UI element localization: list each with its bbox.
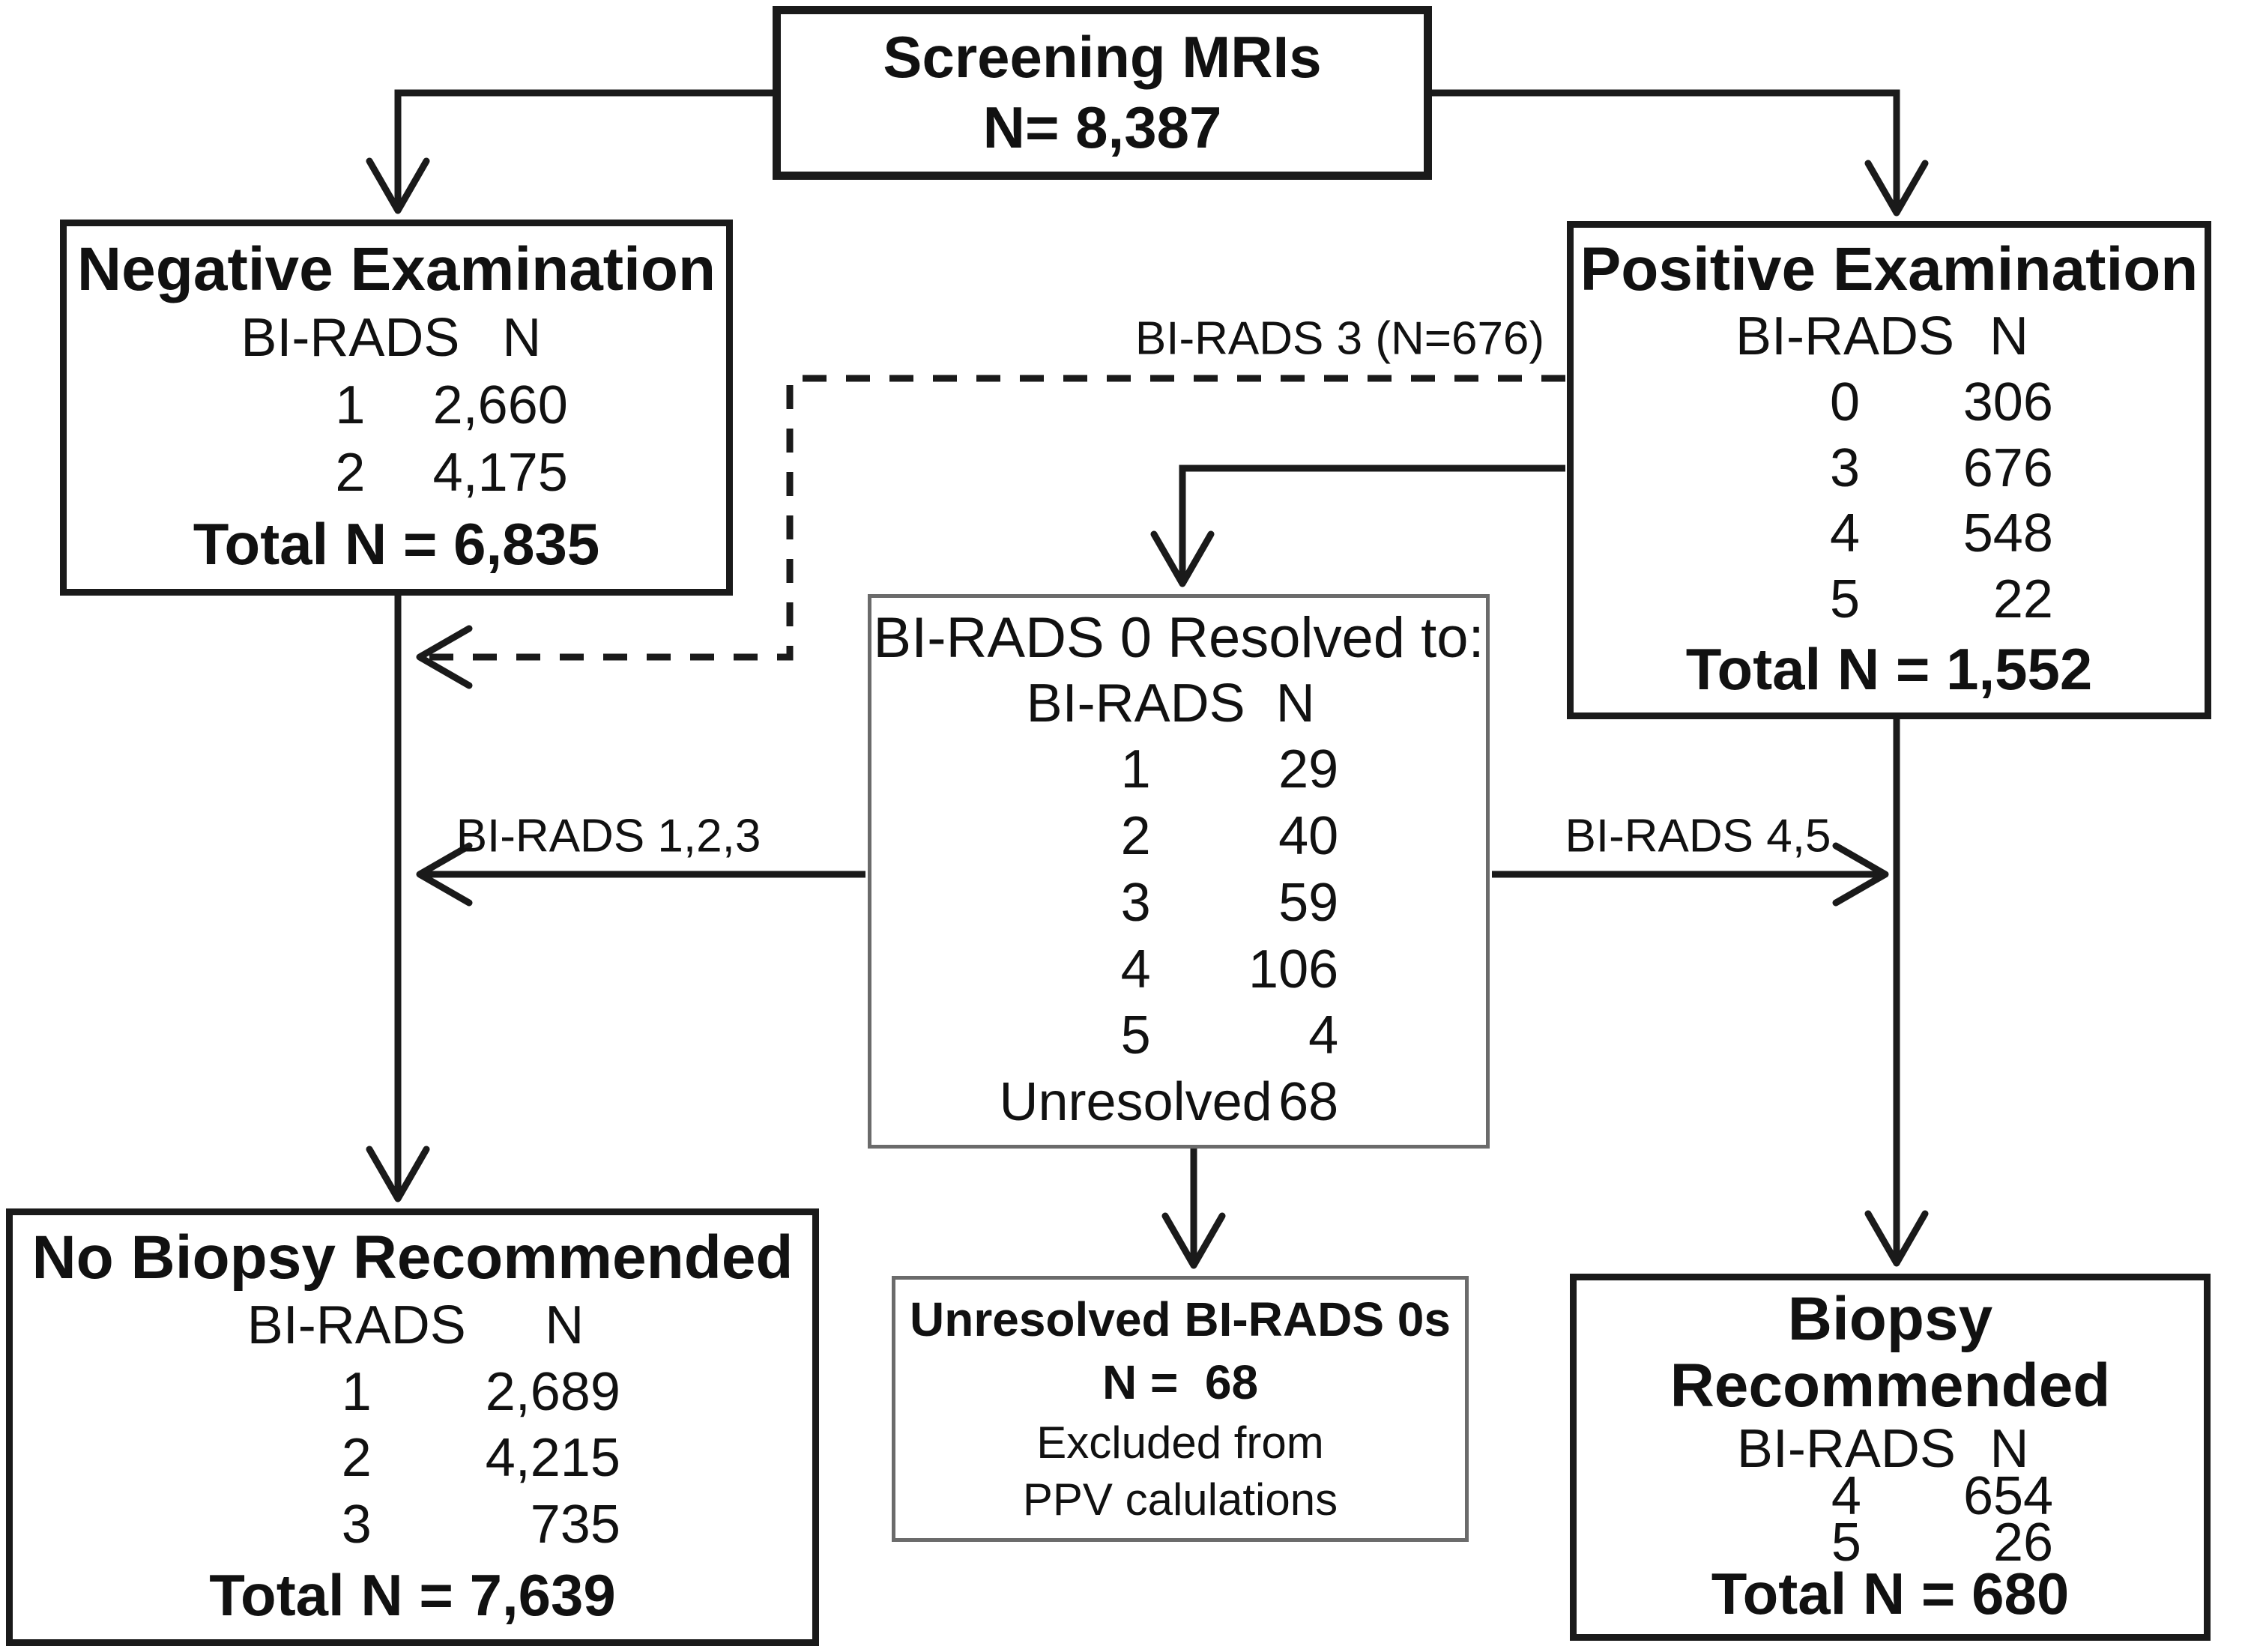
row-count: 4,175 — [432, 442, 568, 503]
row-count: 29 — [1278, 739, 1339, 800]
connector-screening-to-positive — [1430, 89, 1929, 217]
column-header-birads: BI-RADS — [1735, 306, 1955, 367]
row-category: 2 — [341, 1428, 372, 1489]
row-category: 4 — [1831, 1465, 1861, 1526]
connector-screening-to-negative — [366, 89, 776, 214]
no-biopsy-total: Total N = 7,639 — [209, 1561, 616, 1628]
screening-mris-box: Screening MRIs N= 8,387 — [773, 6, 1432, 180]
no-biopsy-table-header: BI-RADS N — [13, 1295, 812, 1358]
unresolved-title: Unresolved BI-RADS 0s — [910, 1292, 1451, 1347]
screening-count: N= 8,387 — [982, 94, 1222, 160]
no-biopsy-title: No Biopsy Recommended — [31, 1223, 794, 1292]
edge-label-birads123: BI-RADS 1,2,3 — [456, 810, 761, 862]
connector-positive-to-resolved — [1150, 465, 1565, 587]
column-header-n: N — [1989, 1419, 2029, 1480]
negative-title: Negative Examination — [76, 235, 716, 304]
table-row: 1 29 — [871, 739, 1486, 802]
column-header-birads: BI-RADS — [241, 308, 460, 369]
row-category: 4 — [1120, 939, 1151, 999]
screening-title: Screening MRIs — [883, 24, 1322, 91]
table-row: 5 22 — [1574, 569, 2205, 632]
negative-examination-box: Negative Examination BI-RADS N 1 2,660 2 4,… — [60, 220, 733, 596]
table-row: 0 306 — [1574, 372, 2205, 435]
row-count: 4,215 — [485, 1428, 620, 1489]
column-header-n: N — [545, 1295, 584, 1355]
table-row: Unresolved 68 — [871, 1072, 1486, 1135]
row-category: 3 — [341, 1495, 372, 1555]
birads0-resolved-box: BI-RADS 0 Resolved to: BI-RADS N 1 29 2 40 3… — [868, 594, 1490, 1149]
row-count: 306 — [1963, 372, 2053, 432]
row-category: 3 — [1830, 438, 1861, 498]
column-header-n: N — [1275, 673, 1315, 733]
column-header-n: N — [1989, 306, 2028, 367]
row-category: 2 — [335, 442, 366, 503]
unresolved-note-line2: PPV calulations — [1022, 1474, 1338, 1525]
unresolved-count: N = 68 — [1102, 1355, 1259, 1409]
row-category: Unresolved — [999, 1072, 1272, 1133]
resolved-table-header: BI-RADS N — [871, 674, 1486, 736]
no-biopsy-recommended-box: No Biopsy Recommended BI-RADS N 1 2,689 2 4… — [6, 1208, 819, 1646]
row-count: 59 — [1278, 872, 1339, 933]
row-category: 4 — [1830, 503, 1861, 564]
biopsy-recommended-box: Biopsy Recommended BI-RADS N 4 654 5 26 Tot… — [1570, 1274, 2211, 1641]
negative-total: Total N = 6,835 — [193, 510, 600, 577]
positive-total: Total N = 1,552 — [1685, 635, 2093, 702]
table-row: 4 106 — [871, 940, 1486, 1002]
row-count: 26 — [1993, 1513, 2054, 1573]
row-count: 4 — [1308, 1005, 1339, 1066]
positive-examination-box: Positive Examination BI-RADS N 0 306 3 676 4… — [1567, 221, 2211, 719]
table-row: 5 26 — [1577, 1513, 2204, 1573]
row-count: 2,660 — [432, 375, 568, 435]
row-category: 1 — [335, 375, 366, 435]
row-category: 3 — [1120, 872, 1151, 933]
table-row: 1 2,660 — [67, 375, 726, 438]
column-header-birads: BI-RADS — [1026, 673, 1245, 733]
row-category: 2 — [1120, 806, 1151, 867]
unresolved-note-line1: Excluded from — [1036, 1417, 1324, 1468]
biopsy-total: Total N = 680 — [1711, 1561, 2070, 1627]
row-category: 1 — [341, 1361, 372, 1422]
row-count: 22 — [1992, 569, 2053, 630]
edge-label-birads3: BI-RADS 3 (N=676) — [1134, 312, 1545, 365]
row-category: 5 — [1120, 1005, 1151, 1066]
negative-table-header: BI-RADS N — [67, 308, 726, 371]
row-category: 1 — [1120, 739, 1151, 800]
table-row: 4 548 — [1574, 503, 2205, 566]
row-count: 40 — [1278, 806, 1339, 867]
column-header-birads: BI-RADS — [247, 1295, 466, 1355]
row-category: 5 — [1830, 569, 1861, 630]
table-row: 4 654 — [1577, 1466, 2204, 1526]
row-count: 2,689 — [485, 1361, 620, 1422]
row-count: 68 — [1278, 1072, 1339, 1133]
column-header-birads: BI-RADS — [1736, 1419, 1956, 1480]
table-row: 1 2,689 — [13, 1362, 812, 1425]
row-count: 106 — [1248, 939, 1339, 999]
biopsy-table-header: BI-RADS N — [1577, 1419, 2204, 1479]
positive-title: Positive Examination — [1580, 235, 2199, 304]
table-row: 2 40 — [871, 806, 1486, 869]
row-category: 0 — [1830, 372, 1861, 432]
resolved-title: BI-RADS 0 Resolved to: — [873, 606, 1484, 671]
row-count: 654 — [1963, 1465, 2054, 1526]
row-count: 676 — [1963, 438, 2053, 498]
column-header-n: N — [502, 308, 542, 369]
table-row: 3 676 — [1574, 438, 2205, 501]
row-count: 735 — [530, 1495, 620, 1555]
positive-table-header: BI-RADS N — [1574, 306, 2205, 369]
row-count: 548 — [1963, 503, 2053, 564]
biopsy-title: Biopsy Recommended — [1670, 1285, 2111, 1420]
table-row: 2 4,175 — [67, 443, 726, 506]
row-category: 5 — [1831, 1513, 1861, 1573]
table-row: 3 735 — [13, 1495, 812, 1558]
unresolved-birads0-box: Unresolved BI-RADS 0s N = 68 Excluded fr… — [892, 1276, 1469, 1542]
edge-label-birads45: BI-RADS 4,5 — [1565, 810, 1831, 862]
table-row: 2 4,215 — [13, 1428, 812, 1491]
table-row: 3 59 — [871, 873, 1486, 936]
